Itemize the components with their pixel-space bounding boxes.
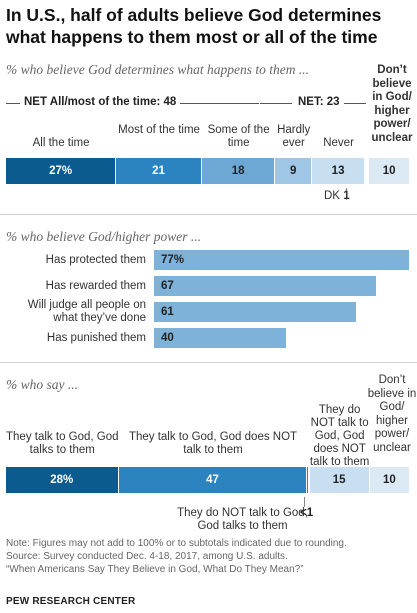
p2-bar xyxy=(154,328,287,348)
p2-category-label: Will judge all people on what they’ve do… xyxy=(27,299,146,324)
net-23-line-left xyxy=(260,103,292,104)
p3-segment xyxy=(307,467,309,493)
dk-tick xyxy=(346,188,377,200)
neither-value: <1 xyxy=(300,507,314,519)
bars-god-actions: Has protected them 77% Has rewarded them 67… xyxy=(0,250,417,355)
p2-value-label: 40 xyxy=(161,332,174,344)
p2-value-label: 77% xyxy=(161,254,185,266)
note-rounding: Note: Figures may not add to 100% or to … xyxy=(6,538,347,549)
p1-segment xyxy=(365,158,369,184)
net-23-label: NET: 23 xyxy=(298,96,340,108)
p1-value-label: 18 xyxy=(231,165,245,177)
p1-cat-label: Hardly ever xyxy=(277,124,311,149)
p2-category-label: Has protected them xyxy=(45,254,146,266)
panel1-subtitle: % who believe God determines what happen… xyxy=(6,62,309,77)
net-all-most-line-left xyxy=(6,103,20,104)
p1-segment: 10 xyxy=(369,158,409,184)
p2-value-label: 67 xyxy=(161,280,174,292)
neither-label: They do NOT talk to God, God talks to th… xyxy=(177,507,308,532)
panel2-subtitle: % who believe God/higher power ... xyxy=(6,229,201,244)
panel3-dont-believe-label: Don’t believe in God/ higher power/ uncl… xyxy=(367,374,417,454)
divider-1 xyxy=(0,214,417,215)
p1-value-label: 10 xyxy=(382,165,396,177)
p1-segment: 13 xyxy=(312,158,365,184)
p2-category-label: Has punished them xyxy=(46,332,146,344)
p1-cat-label: Most of the time xyxy=(118,124,200,136)
net-all-most-label: NET All/most of the time: 48 xyxy=(24,96,177,108)
p3-segment: 47 xyxy=(118,467,307,493)
note-report: “When Americans Say They Believe in God,… xyxy=(6,564,304,575)
stacked-bar-god-determines: 27% 21 18 9 13 10 xyxy=(6,158,410,184)
p3-cat-label: They talk to God, God does NOT talk to t… xyxy=(128,431,298,456)
dk-label: DK 1 xyxy=(324,190,350,202)
p1-value-label: 21 xyxy=(152,165,165,177)
p3-value-label: 28% xyxy=(50,474,74,486)
p3-value-label: 15 xyxy=(332,474,346,486)
net-23-line-right xyxy=(344,103,366,104)
p1-value-label: 9 xyxy=(289,165,297,177)
p3-segment: 15 xyxy=(309,467,369,493)
panel1-dont-believe-label: Don’t believe in God/ higher power/ uncl… xyxy=(371,64,413,144)
p1-value-label: 27% xyxy=(49,165,73,177)
p3-value-label: 10 xyxy=(382,474,396,486)
note-source: Source: Survey conducted Dec. 4-18, 2017… xyxy=(6,551,288,562)
panel3-subtitle: % who say ... xyxy=(6,377,78,392)
footer-pew: PEW RESEARCH CENTER xyxy=(6,596,136,607)
p2-bar xyxy=(154,250,409,270)
p3-segment: 10 xyxy=(369,467,409,493)
net-all-most-line-right xyxy=(180,103,259,104)
p2-bar xyxy=(154,276,376,296)
p2-value-label: 61 xyxy=(161,306,174,318)
neither-tick xyxy=(304,497,305,507)
p1-cat-label: All the time xyxy=(32,137,90,149)
p3-cat-label: They do NOT talk to God, God does NOT ta… xyxy=(309,404,370,468)
p1-segment: 27% xyxy=(6,158,116,184)
p3-segment: 28% xyxy=(6,467,118,493)
p1-cat-label: Some of the time xyxy=(207,124,270,149)
p3-cat-label: They talk to God, God talks to them xyxy=(6,431,119,456)
p2-category-label: Has rewarded them xyxy=(45,280,146,292)
stacked-bar-talk-to-god: 28% 47 15 10 xyxy=(6,467,410,493)
chart-title: In U.S., half of adults believe God dete… xyxy=(6,5,382,47)
p3-value-label: 47 xyxy=(206,474,219,486)
p1-segment: 21 xyxy=(116,158,201,184)
p1-value-label: 13 xyxy=(331,165,345,177)
p1-segment: 9 xyxy=(275,158,312,184)
p1-cat-label: Never xyxy=(323,137,354,149)
p1-segment: 18 xyxy=(201,158,275,184)
p2-bar xyxy=(154,302,356,322)
divider-2 xyxy=(0,362,417,363)
